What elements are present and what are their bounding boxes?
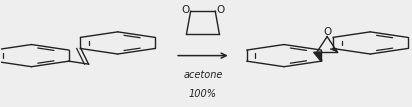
Text: 100%: 100%	[189, 89, 217, 99]
Text: O: O	[323, 27, 331, 37]
Polygon shape	[314, 52, 322, 61]
Text: O: O	[216, 5, 225, 15]
Text: acetone: acetone	[183, 70, 222, 80]
Text: O: O	[181, 5, 190, 15]
